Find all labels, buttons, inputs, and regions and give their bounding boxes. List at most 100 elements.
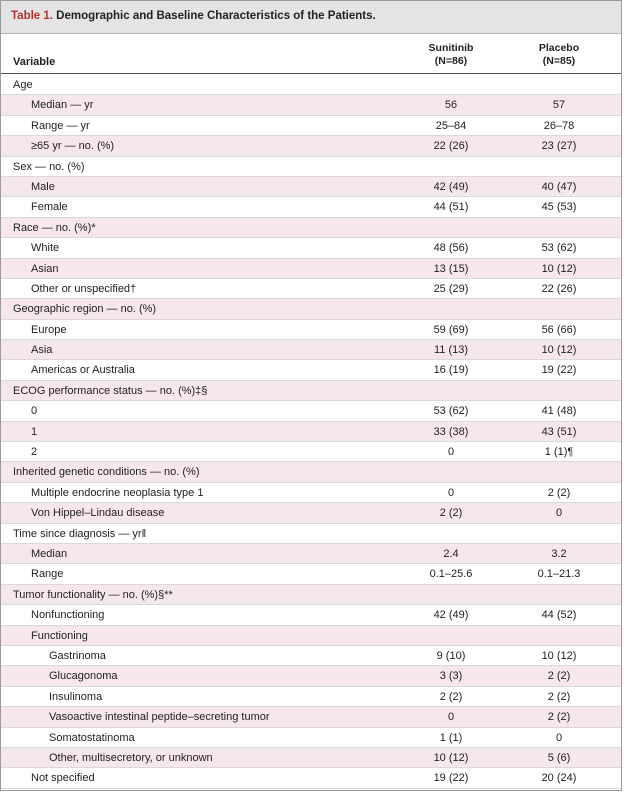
row-label: Time since diagnosis — yr‖	[13, 527, 147, 540]
table-row: Not specified 19 (22) 20 (24)	[1, 768, 621, 789]
placebo-value: 22 (26)	[541, 282, 577, 295]
row-label: Gastrinoma	[49, 649, 106, 662]
row-label: Race — no. (%)*	[13, 221, 96, 234]
table-row: Nonfunctioning 42 (49) 44 (52)	[1, 605, 621, 626]
table-row: Tumor functionality — no. (%)§**	[1, 584, 621, 606]
table-row: Von Hippel–Lindau disease 2 (2) 0	[1, 503, 621, 524]
table-row: Asian 13 (15) 10 (12)	[1, 258, 621, 279]
row-label: Sex — no. (%)	[13, 160, 85, 173]
placebo-value: 0	[555, 507, 563, 520]
placebo-value: 40 (47)	[541, 180, 577, 193]
table-row: 2 0 1 (1)¶	[1, 442, 621, 463]
placebo-value: 19 (22)	[541, 364, 577, 377]
row-label: Geographic region — no. (%)	[13, 303, 157, 316]
sunitinib-column-header: Sunitinib (N=86)	[396, 42, 506, 68]
placebo-value: 26–78	[543, 119, 575, 132]
table-row: Glucagonoma 3 (3) 2 (2)	[1, 666, 621, 687]
table-row: 0 53 (62) 41 (48)	[1, 401, 621, 422]
row-label: Tumor functionality — no. (%)§**	[13, 588, 173, 601]
table-row: ≥65 yr — no. (%) 22 (26) 23 (27)	[1, 136, 621, 157]
sunitinib-value: 2 (2)	[439, 507, 463, 520]
row-label: Insulinoma	[49, 690, 103, 703]
sunitinib-value: 1 (1)	[439, 731, 463, 744]
sunitinib-value: 25–84	[435, 119, 467, 132]
table-row: Americas or Australia 16 (19) 19 (22)	[1, 360, 621, 381]
row-label: Male	[31, 180, 55, 193]
row-label: Functioning	[31, 629, 88, 642]
row-label: Other, multisecretory, or unknown	[49, 751, 213, 764]
sunitinib-value: 48 (56)	[433, 242, 469, 255]
sunitinib-value: 16 (19)	[433, 364, 469, 377]
row-label: Median — yr	[31, 99, 94, 112]
row-label: Asia	[31, 344, 53, 357]
sunitinib-value: 13 (15)	[433, 262, 469, 275]
row-label: Asian	[31, 262, 59, 275]
placebo-value: 20 (24)	[541, 772, 577, 785]
placebo-value: 2 (2)	[547, 670, 571, 683]
table-row: Functioning	[1, 625, 621, 646]
row-label: Age	[13, 79, 33, 91]
row-label: Female	[31, 201, 68, 214]
placebo-value: 45 (53)	[541, 201, 577, 214]
row-label: Vasoactive intestinal peptide–secreting …	[49, 711, 270, 724]
row-label: White	[31, 242, 60, 255]
sunitinib-value: 10 (12)	[433, 751, 469, 764]
table-row: Somatostatinoma 1 (1) 0	[1, 728, 621, 748]
table-row: Multiple endocrine neoplasia type 1 0 2 (2…	[1, 483, 621, 504]
sunitinib-value: 9 (10)	[436, 649, 466, 662]
sunitinib-value: 59 (69)	[433, 323, 469, 336]
placebo-value: 10 (12)	[541, 262, 577, 275]
placebo-value: 2 (2)	[547, 486, 571, 499]
table-caption: Demographic and Baseline Characteristics…	[52, 10, 376, 22]
table-row: Time since diagnosis — yr‖	[1, 524, 621, 544]
row-label: Other or unspecified†	[31, 282, 137, 295]
table-row: White 48 (56) 53 (62)	[1, 238, 621, 259]
table-row: Median — yr 56 57	[1, 95, 621, 116]
table-row: Other or unspecified† 25 (29) 22 (26)	[1, 279, 621, 300]
sunitinib-value: 25 (29)	[433, 282, 469, 295]
row-label: Range — yr	[31, 119, 90, 132]
placebo-value: 41 (48)	[541, 405, 577, 418]
row-label: Somatostatinoma	[49, 731, 135, 744]
row-label: Americas or Australia	[31, 364, 135, 377]
row-label: Multiple endocrine neoplasia type 1	[31, 486, 204, 499]
sunitinib-value: 3 (3)	[439, 670, 463, 683]
placebo-value: 0	[555, 731, 563, 744]
placebo-value: 43 (51)	[541, 425, 577, 438]
table-number: Table 1.	[11, 10, 53, 22]
sunitinib-value: 0	[447, 486, 455, 499]
row-label: ECOG performance status — no. (%)‡§	[13, 384, 208, 397]
table-row: Male 42 (49) 40 (47)	[1, 176, 621, 198]
header-divider	[1, 73, 621, 74]
sunitinib-value: 42 (49)	[433, 180, 469, 193]
table-row: Median 2.4 3.2	[1, 543, 621, 565]
placebo-value: 2 (2)	[547, 690, 571, 703]
row-label: Von Hippel–Lindau disease	[31, 507, 165, 520]
placebo-n: (N=85)	[542, 55, 576, 67]
placebo-value: 23 (27)	[541, 140, 577, 153]
table-row: Other, multisecretory, or unknown 10 (12)…	[1, 747, 621, 769]
table-body: Age Median — yr 56 57 Range — yr 25–84 26–78 ≥6…	[1, 75, 621, 789]
table-row: Age	[1, 75, 621, 96]
placebo-value: 57	[552, 99, 566, 112]
table-title: Table 1. Demographic and Baseline Charac…	[1, 1, 621, 34]
sunitinib-n: (N=86)	[434, 55, 468, 67]
sunitinib-name: Sunitinib	[428, 42, 474, 54]
placebo-value: 56 (66)	[541, 323, 577, 336]
sunitinib-value: 53 (62)	[433, 405, 469, 418]
sunitinib-value: 56	[444, 99, 458, 112]
sunitinib-value: 0.1–25.6	[429, 568, 473, 581]
row-label: Glucagonoma	[49, 670, 118, 683]
table-row: ECOG performance status — no. (%)‡§	[1, 380, 621, 402]
table-row: Range — yr 25–84 26–78	[1, 116, 621, 137]
row-label: 1	[31, 425, 38, 438]
row-label: Median	[31, 547, 68, 560]
sunitinib-value: 33 (38)	[433, 425, 469, 438]
placebo-value: 5 (6)	[547, 751, 571, 764]
table-row: Race — no. (%)*	[1, 217, 621, 239]
row-label: 0	[31, 405, 38, 418]
table-row: Europe 59 (69) 56 (66)	[1, 320, 621, 341]
placebo-value: 3.2	[551, 547, 567, 560]
sunitinib-value: 2.4	[443, 547, 459, 560]
table-row: Gastrinoma 9 (10) 10 (12)	[1, 646, 621, 667]
